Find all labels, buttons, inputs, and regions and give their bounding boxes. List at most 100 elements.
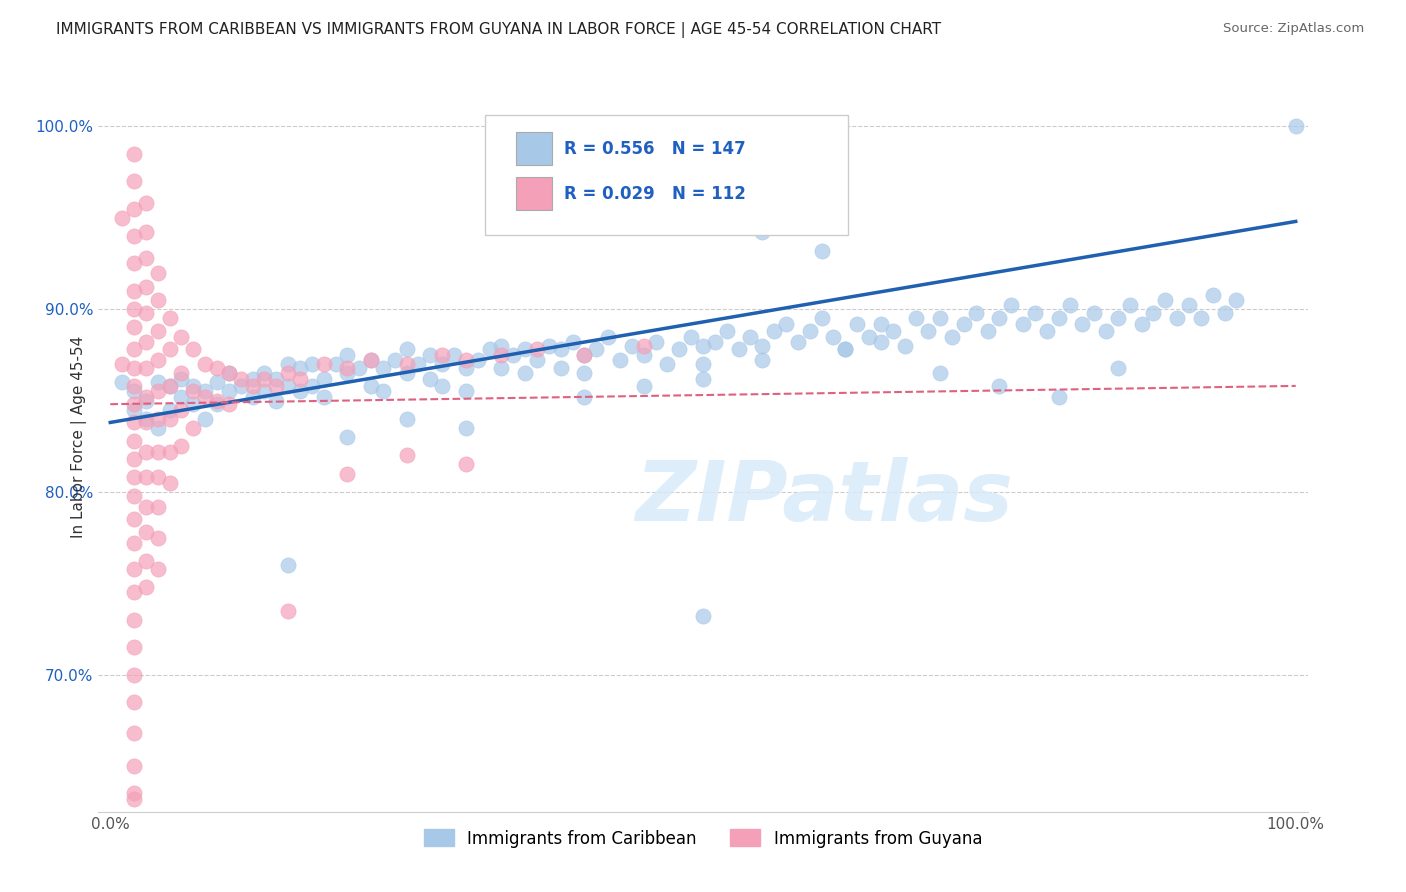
Point <box>146 421 169 435</box>
Point <box>515 343 537 357</box>
Point <box>146 324 169 338</box>
Point <box>834 343 856 357</box>
Point <box>135 500 157 514</box>
Point <box>288 360 311 375</box>
Point <box>620 339 643 353</box>
Point <box>858 329 880 343</box>
Legend: Immigrants from Caribbean, Immigrants from Guyana: Immigrants from Caribbean, Immigrants fr… <box>416 821 990 855</box>
Point <box>135 280 157 294</box>
Point <box>740 329 762 343</box>
Point <box>181 379 204 393</box>
Point <box>1047 390 1070 404</box>
Point <box>395 343 418 357</box>
Point <box>846 317 869 331</box>
Point <box>122 667 145 681</box>
Point <box>277 379 299 393</box>
Point <box>751 339 773 353</box>
Point <box>122 379 145 393</box>
Point <box>194 357 217 371</box>
Point <box>526 343 548 357</box>
Point <box>727 343 749 357</box>
Point <box>419 371 441 385</box>
Point <box>146 384 169 399</box>
Point <box>146 376 169 390</box>
Point <box>408 357 430 371</box>
Point <box>574 366 596 380</box>
Point <box>135 251 157 265</box>
Point <box>395 448 418 462</box>
Point <box>122 613 145 627</box>
Point <box>229 379 252 393</box>
FancyBboxPatch shape <box>485 115 848 235</box>
Point <box>432 348 454 362</box>
Point <box>1083 306 1105 320</box>
Point <box>1107 360 1129 375</box>
Point <box>751 226 773 240</box>
Point <box>633 379 655 393</box>
Point <box>432 379 454 393</box>
Point <box>763 324 786 338</box>
Point <box>965 306 987 320</box>
Point <box>205 376 228 390</box>
Point <box>574 348 596 362</box>
Point <box>609 353 631 368</box>
Point <box>491 360 513 375</box>
Point <box>336 430 359 444</box>
Point <box>264 379 287 393</box>
Point <box>1095 324 1118 338</box>
Point <box>988 311 1011 326</box>
Point <box>122 536 145 550</box>
Point <box>146 353 169 368</box>
Point <box>277 558 299 572</box>
Point <box>905 311 928 326</box>
Point <box>122 284 145 298</box>
Point <box>537 339 560 353</box>
Point <box>122 202 145 216</box>
Point <box>1189 311 1212 326</box>
Point <box>893 339 915 353</box>
Point <box>668 343 690 357</box>
Point <box>454 421 477 435</box>
Point <box>122 792 145 806</box>
Point <box>1166 311 1188 326</box>
Point <box>526 353 548 368</box>
Point <box>976 324 998 338</box>
Point <box>692 371 714 385</box>
Point <box>561 334 583 349</box>
Point <box>1107 311 1129 326</box>
Point <box>1213 306 1236 320</box>
Point <box>135 525 157 540</box>
Point <box>194 412 217 426</box>
Point <box>336 360 359 375</box>
Point <box>205 360 228 375</box>
Point <box>1024 306 1046 320</box>
Point <box>786 334 808 349</box>
Point <box>347 360 370 375</box>
Point <box>135 306 157 320</box>
Point <box>181 421 204 435</box>
Point <box>301 357 323 371</box>
Point <box>122 489 145 503</box>
Point <box>681 329 703 343</box>
Point <box>1036 324 1059 338</box>
Point <box>146 293 169 307</box>
Point <box>181 343 204 357</box>
Point <box>170 390 193 404</box>
Point <box>253 366 276 380</box>
Point <box>111 376 134 390</box>
Point <box>122 343 145 357</box>
Point <box>1130 317 1153 331</box>
Point <box>384 353 406 368</box>
Point <box>218 366 240 380</box>
Point <box>111 357 134 371</box>
Point <box>146 412 169 426</box>
Point <box>253 384 276 399</box>
Point <box>159 343 181 357</box>
Point <box>1059 298 1081 312</box>
Point <box>194 384 217 399</box>
Point <box>146 266 169 280</box>
Point <box>550 343 572 357</box>
Point <box>336 366 359 380</box>
Point <box>799 324 821 338</box>
Point <box>170 366 193 380</box>
